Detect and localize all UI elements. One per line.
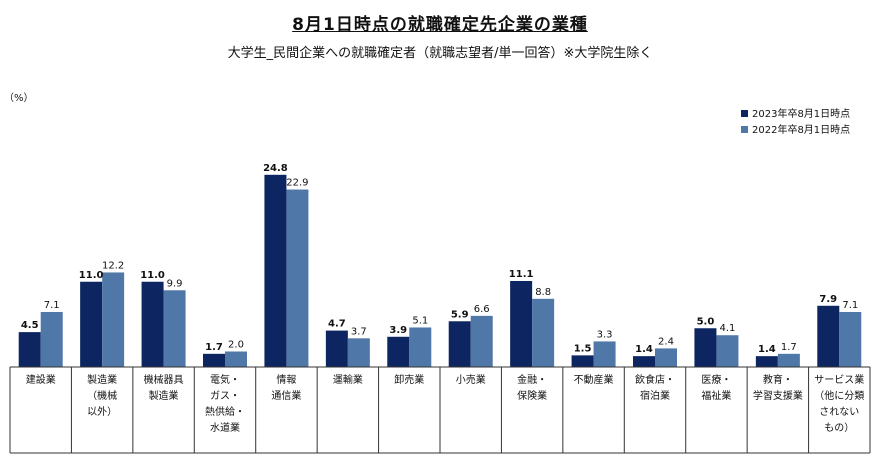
category-label: 情報 — [276, 373, 296, 386]
category-label: 不動産業 — [574, 373, 614, 386]
legend: 2023年卒8月1日時点 2022年卒8月1日時点 — [741, 107, 850, 136]
bar-2022 — [716, 335, 739, 367]
bar-2023 — [80, 281, 103, 367]
category-label: 小売業 — [456, 373, 486, 386]
chart-subtitle: 大学生_民間企業への就職確定者（就職志望者/単一回答）※大学院生除く — [227, 46, 653, 61]
bar-2023 — [510, 280, 533, 367]
bar-2022 — [470, 315, 493, 367]
bar-2023 — [817, 305, 840, 367]
category-label: サービス業 — [814, 373, 864, 386]
value-label-2022: 9.9 — [167, 278, 183, 289]
bar-2022 — [839, 311, 862, 367]
category-label: 通信業 — [271, 389, 301, 402]
value-label-2023: 11.0 — [140, 270, 165, 281]
value-label-2023: 1.4 — [758, 344, 776, 355]
bar-2022 — [102, 272, 125, 367]
category-table: 建設業 製造業（機械以外）機械器具製造業電気・ガス・熱供給・水道業情報通信業運輸業… — [9, 366, 871, 454]
category-label: 金融・ — [517, 373, 547, 386]
category-label: 宿泊業 — [640, 389, 670, 402]
bars-group — [18, 174, 862, 367]
value-label-2022: 3.3 — [597, 329, 613, 340]
bar-2023 — [18, 332, 41, 367]
bar-2022 — [655, 348, 677, 367]
value-label-2023: 4.7 — [328, 319, 346, 330]
bar-2023 — [203, 353, 225, 367]
value-label-2022: 7.1 — [44, 300, 60, 311]
value-label-2022: 1.7 — [781, 342, 797, 353]
category-label: 以外） — [87, 406, 117, 418]
category-label: 保険業 — [517, 389, 547, 402]
value-label-2023: 5.9 — [451, 309, 469, 320]
bar-2022 — [347, 338, 370, 367]
value-label-2023: 5.0 — [697, 316, 715, 327]
value-label-2022: 12.2 — [102, 260, 124, 271]
category-label: ガス・ — [210, 390, 240, 402]
category-label: 製造業 — [87, 373, 117, 386]
category-label: もの） — [824, 422, 854, 434]
value-label-2022: 5.1 — [412, 315, 428, 326]
category-label: 教育・ — [763, 373, 793, 386]
value-label-2023: 11.0 — [79, 270, 104, 281]
value-label-2023: 1.5 — [574, 343, 592, 354]
value-label-2023: 4.5 — [21, 320, 39, 331]
unit-label: （%） — [4, 92, 34, 104]
value-label-2023: 1.4 — [635, 344, 653, 355]
bar-2022 — [225, 351, 247, 367]
chart-title: 8月1日時点の就職確定先企業の業種 — [292, 15, 588, 35]
category-label: 卸売業 — [394, 373, 424, 386]
category-label: 水道業 — [210, 421, 240, 434]
bar-2023 — [755, 356, 778, 367]
bar-2023 — [633, 356, 655, 367]
bar-2023 — [264, 174, 287, 367]
value-label-2023: 7.9 — [819, 294, 837, 305]
category-label: されない — [819, 406, 859, 418]
bar-2022 — [40, 311, 63, 367]
category-label: 医療・ — [701, 373, 731, 386]
value-label-2022: 4.1 — [719, 323, 735, 334]
bar-2022 — [777, 353, 800, 367]
bar-2023 — [387, 336, 410, 367]
category-label: （機械 — [87, 389, 117, 402]
bar-2023 — [448, 321, 471, 367]
bar-2022 — [593, 341, 616, 367]
category-label: 製造業 — [149, 389, 179, 402]
category-label: 建設業 — [26, 373, 56, 386]
legend-swatch-2022 — [741, 126, 748, 133]
bar-2022 — [409, 327, 432, 367]
value-labels-group: 4.57.111.012.211.09.91.7 2.024.822.94.73.… — [21, 163, 858, 355]
bar-2022 — [163, 290, 186, 367]
value-label-2022: 7.1 — [842, 300, 858, 311]
bar-2023 — [325, 330, 348, 367]
value-label-2022: 22.9 — [286, 178, 308, 189]
value-label-2022: 2.4 — [658, 336, 674, 347]
value-label-2023: 11.1 — [509, 269, 534, 280]
category-label: 機械器具 — [144, 373, 184, 386]
category-label: 飲食店・ — [635, 373, 675, 386]
category-label: 熱供給・ — [205, 405, 245, 418]
category-label: （他に分類 — [814, 389, 864, 402]
value-label-2023: 1.7 — [205, 342, 223, 353]
bar-2023 — [694, 328, 717, 367]
category-label: 学習支援業 — [753, 389, 803, 402]
value-label-2023: 24.8 — [263, 163, 288, 174]
category-label: 運輸業 — [333, 373, 363, 386]
value-label-2022: 2.0 — [228, 340, 244, 351]
bar-2022 — [532, 298, 555, 367]
value-label-2023: 3.9 — [389, 325, 407, 336]
category-label: 福祉業 — [701, 389, 731, 402]
bar-2023 — [571, 355, 594, 367]
value-label-2022: 6.6 — [474, 304, 490, 315]
value-label-2022: 8.8 — [535, 287, 551, 298]
legend-label-2023: 2023年卒8月1日時点 — [752, 107, 850, 120]
bar-2022 — [286, 189, 309, 367]
value-label-2022: 3.7 — [351, 326, 367, 337]
legend-label-2022: 2022年卒8月1日時点 — [752, 123, 850, 136]
legend-swatch-2023 — [741, 110, 748, 117]
category-label: 電気・ — [210, 373, 240, 386]
bar-2023 — [141, 281, 164, 367]
